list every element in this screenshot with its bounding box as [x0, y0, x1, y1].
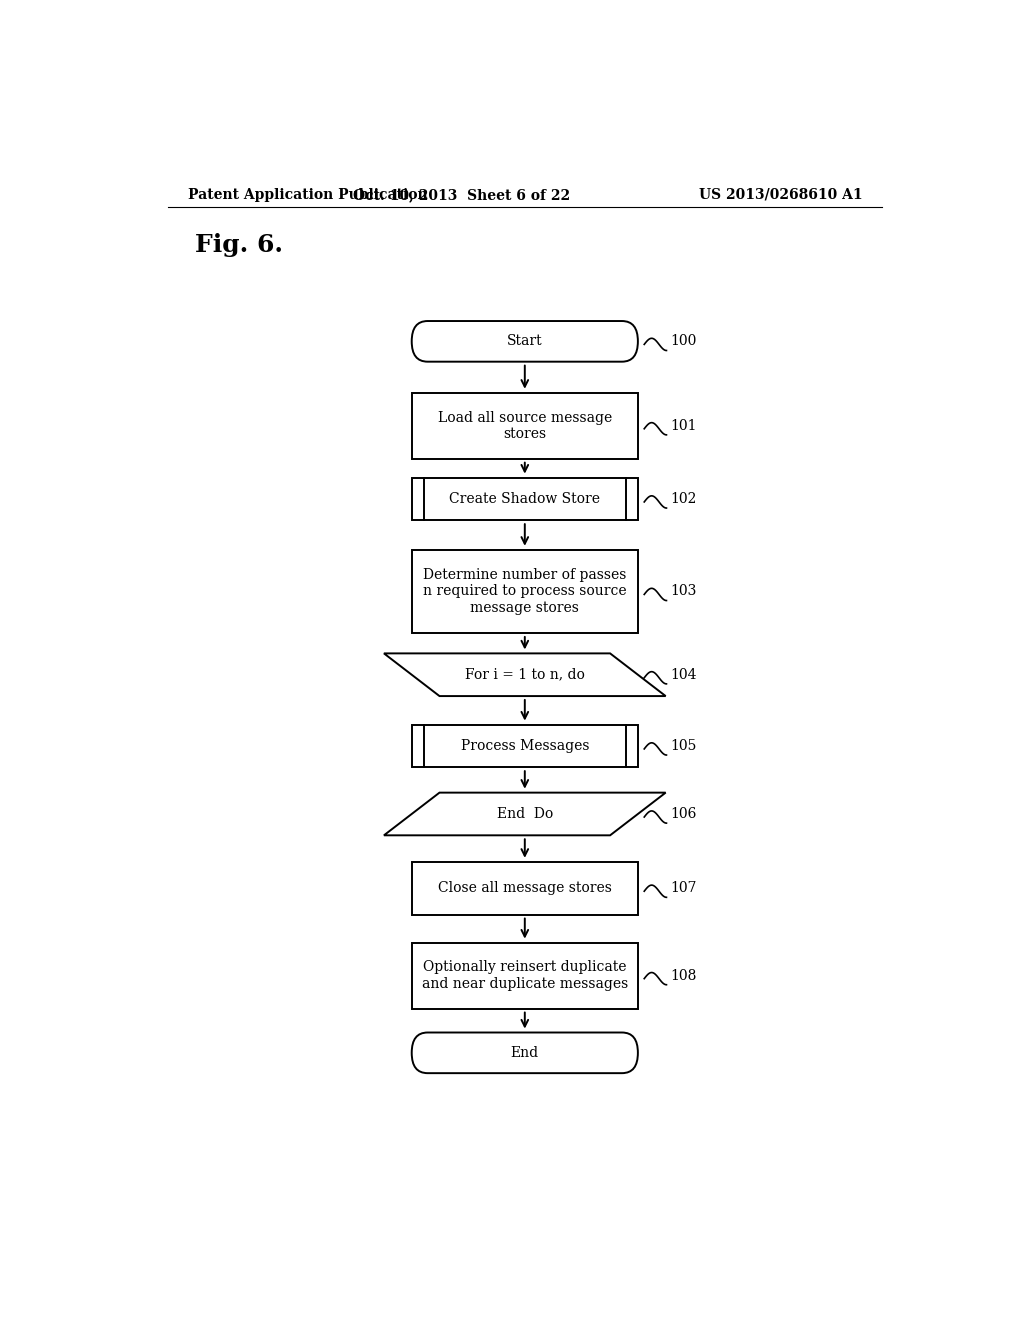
FancyBboxPatch shape — [412, 321, 638, 362]
Text: 103: 103 — [671, 585, 696, 598]
Text: 100: 100 — [671, 334, 696, 348]
Text: Determine number of passes
n required to process source
message stores: Determine number of passes n required to… — [423, 568, 627, 615]
Text: Patent Application Publication: Patent Application Publication — [187, 187, 427, 202]
Polygon shape — [384, 653, 666, 696]
Text: 105: 105 — [671, 739, 696, 752]
Text: 107: 107 — [671, 882, 697, 895]
Text: Oct. 10, 2013  Sheet 6 of 22: Oct. 10, 2013 Sheet 6 of 22 — [352, 187, 570, 202]
Bar — [412, 392, 638, 459]
Text: For i = 1 to n, do: For i = 1 to n, do — [465, 668, 585, 681]
Bar — [412, 478, 638, 520]
Text: 104: 104 — [671, 668, 697, 681]
Bar — [412, 942, 638, 1008]
Bar — [412, 725, 638, 767]
FancyBboxPatch shape — [412, 1032, 638, 1073]
Bar — [412, 862, 638, 915]
Text: End  Do: End Do — [497, 807, 553, 821]
Text: Create Shadow Store: Create Shadow Store — [450, 492, 600, 506]
Text: 106: 106 — [671, 807, 696, 821]
Text: 108: 108 — [671, 969, 696, 982]
Text: Optionally reinsert duplicate
and near duplicate messages: Optionally reinsert duplicate and near d… — [422, 961, 628, 991]
Text: Load all source message
stores: Load all source message stores — [437, 411, 612, 441]
Text: US 2013/0268610 A1: US 2013/0268610 A1 — [699, 187, 863, 202]
Text: 102: 102 — [671, 492, 696, 506]
Text: Start: Start — [507, 334, 543, 348]
Text: Close all message stores: Close all message stores — [438, 882, 611, 895]
Text: Process Messages: Process Messages — [461, 739, 589, 752]
Bar — [412, 549, 638, 634]
Text: Fig. 6.: Fig. 6. — [196, 232, 284, 257]
Text: End: End — [511, 1045, 539, 1060]
Text: 101: 101 — [671, 418, 697, 433]
Polygon shape — [384, 792, 666, 836]
